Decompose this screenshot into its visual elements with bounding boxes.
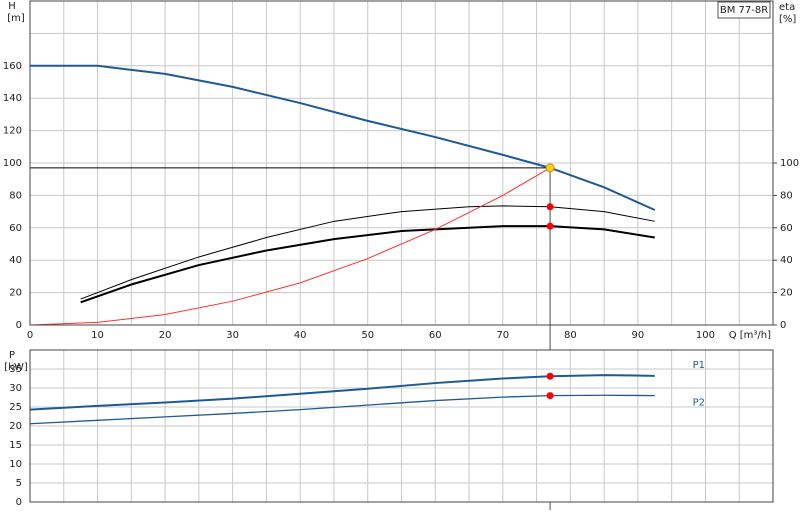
x-tick-label: 30 [226,330,239,341]
y-tick-label: 20 [9,421,22,432]
operating-point [546,222,554,230]
plot-frame [29,0,774,326]
x-tick-label: 20 [159,330,172,341]
x-tick-label: 50 [361,330,374,341]
tag: BM 77-8R [720,5,768,16]
y-tick-label: 120 [3,126,22,137]
x-axis-label: Q [m³/h] [729,330,771,341]
y2-tick-label: 60 [780,223,793,234]
y-axis-label: P [9,350,15,361]
y2-axis-unit: [%] [779,14,796,25]
y-tick-label: 20 [9,288,22,299]
series-line [30,64,656,211]
x-tick-label: 100 [696,330,715,341]
y-tick-label: 25 [9,402,22,413]
plot-frame [29,349,774,503]
operating-point [546,372,554,380]
y-tick-label: 15 [9,440,22,451]
series-label: P2 [693,398,705,409]
y-tick-label: 100 [3,158,22,169]
series-line [29,374,655,411]
y-tick-label: 30 [9,383,22,394]
x-tick-label: 10 [91,330,104,341]
series-line [29,167,551,326]
y-axis-unit: [m] [7,13,25,24]
operating-point [546,203,554,211]
y-tick-label: 140 [3,93,22,104]
x-tick-label: 40 [294,330,307,341]
y-axis-label: H [8,1,16,12]
series-line [80,225,655,304]
x-tick-label: 60 [429,330,442,341]
series-line [29,394,655,425]
operating-point [546,392,554,400]
duty-point [545,163,555,173]
x-tick-label: 0 [27,330,33,341]
series-label: P1 [693,360,705,371]
y-axis-unit: [kW] [4,362,28,373]
y-tick-label: 35 [9,364,22,375]
series-line [80,205,655,300]
y-tick-label: 40 [9,255,22,266]
y-tick-label: 10 [9,459,22,470]
x-tick-label: 80 [564,330,577,341]
y2-tick-label: 40 [780,255,793,266]
y-tick-label: 160 [3,61,22,72]
tag-box [717,1,771,19]
y-tick-label: 0 [16,497,22,508]
y2-tick-label: 100 [780,158,799,169]
y2-tick-label: 0 [780,320,786,331]
y2-axis-label: eta [779,2,795,13]
x-tick-label: 90 [632,330,645,341]
y-tick-label: 0 [16,320,22,331]
y2-tick-label: 80 [780,190,793,201]
y-tick-label: 60 [9,223,22,234]
y-tick-label: 80 [9,190,22,201]
y-tick-label: 5 [16,478,22,489]
x-tick-label: 70 [496,330,509,341]
y2-tick-label: 20 [780,288,793,299]
